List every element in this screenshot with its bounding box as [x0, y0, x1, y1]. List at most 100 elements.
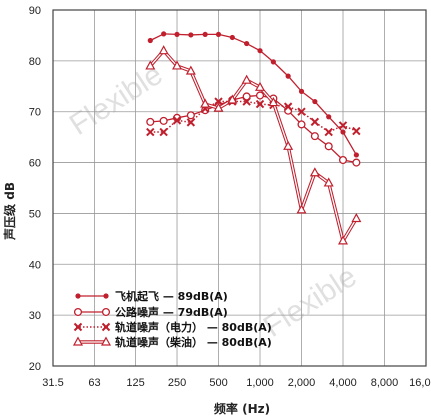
- data-point: [338, 121, 348, 130]
- data-point: [200, 98, 211, 108]
- data-point-dot: [285, 73, 291, 79]
- data-point-triangle: [351, 212, 362, 223]
- data-point: [255, 99, 265, 109]
- data-point: [159, 116, 168, 125]
- data-point-triangle: [200, 98, 211, 108]
- legend-label: 飞机起飞 — 89dB(A): [115, 289, 228, 303]
- data-point: [158, 45, 169, 55]
- data-point-circle: [338, 155, 348, 165]
- data-point-x-stroke: [338, 121, 348, 130]
- data-point-dot: [270, 59, 276, 65]
- data-point-triangle: [337, 235, 349, 245]
- data-point-triangle: [296, 204, 307, 214]
- x-tick-label: 4,000: [329, 377, 357, 389]
- data-point: [145, 60, 156, 70]
- data-point-circle: [101, 307, 111, 317]
- data-point: [188, 32, 194, 38]
- data-point: [352, 158, 361, 167]
- legend-item: 轨道噪声（电力） — 80dB(A): [73, 320, 272, 334]
- data-point-x-stroke: [172, 116, 182, 125]
- data-point-x-stroke: [297, 107, 306, 116]
- data-point: [101, 307, 111, 317]
- data-point-dot: [298, 88, 305, 94]
- y-tick-label: 80: [29, 56, 41, 68]
- data-point: [100, 336, 112, 346]
- data-point: [174, 31, 180, 38]
- data-point: [326, 114, 332, 120]
- data-point-dot: [75, 293, 81, 299]
- data-point-dot: [353, 152, 359, 158]
- data-point-circle: [324, 142, 333, 151]
- data-point: [268, 97, 279, 107]
- x-tick-label: 2,000: [288, 377, 316, 389]
- data-point: [353, 152, 359, 158]
- data-point-triangle: [145, 60, 156, 70]
- data-point: [270, 59, 276, 65]
- data-point: [147, 37, 153, 44]
- data-point: [101, 322, 111, 332]
- y-tick-label: 70: [29, 107, 41, 119]
- data-point: [186, 111, 195, 120]
- data-point: [241, 74, 252, 84]
- data-point-triangle: [283, 140, 294, 150]
- data-point: [337, 235, 349, 245]
- data-point: [340, 129, 346, 135]
- x-tick-label: 500: [209, 377, 227, 389]
- x-tick-label: 16,000: [409, 377, 431, 389]
- data-point: [352, 126, 361, 136]
- data-point-x-stroke: [146, 127, 155, 137]
- x-tick-label: 1,000: [246, 377, 274, 389]
- x-tick-label: 250: [168, 377, 186, 389]
- series-line: [150, 100, 357, 133]
- data-point-dot: [229, 34, 235, 41]
- data-point: [283, 102, 293, 111]
- data-point-triangle: [213, 102, 224, 112]
- data-point: [146, 117, 155, 126]
- data-point: [242, 92, 251, 101]
- data-point-triangle: [172, 60, 183, 70]
- data-point: [244, 40, 250, 47]
- series-line-inner: [149, 50, 357, 242]
- data-point-dot: [215, 31, 222, 38]
- data-point: [323, 177, 334, 187]
- data-point-circle: [73, 307, 83, 317]
- data-point-x-stroke: [352, 126, 361, 136]
- data-point-circle: [159, 116, 168, 125]
- data-point: [338, 155, 348, 165]
- data-point-triangle: [185, 65, 196, 75]
- data-point: [255, 91, 265, 100]
- data-point-triangle: [323, 177, 334, 187]
- y-axis-title: 声压级 dB: [2, 182, 17, 241]
- data-point: [159, 127, 168, 137]
- data-point: [285, 73, 291, 79]
- data-point-triangle: [241, 74, 252, 84]
- series-line: [150, 94, 357, 164]
- data-point: [254, 81, 266, 91]
- legend-label: 公路噪声 — 79dB(A): [115, 305, 228, 319]
- data-point-triangle: [227, 94, 238, 104]
- data-point: [310, 117, 320, 127]
- tick-labels: 31.5 63 125 250 500 1,000 2,000 4,000 8,000 16,00…: [29, 5, 431, 389]
- x-tick-label: 31.5: [42, 377, 63, 389]
- data-point: [172, 116, 182, 125]
- data-point: [75, 293, 81, 299]
- data-point-dot: [147, 37, 153, 44]
- series-layer: [145, 31, 362, 245]
- data-point: [283, 140, 294, 150]
- data-point: [215, 31, 222, 38]
- data-point-x-stroke: [186, 118, 196, 127]
- data-point: [324, 142, 333, 151]
- x-tick-label: 63: [88, 377, 100, 389]
- data-point: [351, 212, 362, 223]
- data-point-x-stroke: [73, 322, 83, 332]
- data-point: [227, 94, 238, 104]
- x-axis-title: 频率 (Hz): [214, 401, 270, 416]
- data-point-x-stroke: [101, 322, 111, 332]
- data-point: [242, 97, 251, 106]
- data-point-triangle: [254, 81, 266, 91]
- data-point: [186, 118, 196, 127]
- legend: 飞机起飞 — 89dB(A) 公路噪声 — 79dB(A)轨道噪声（电力） — 8…: [72, 289, 272, 349]
- data-point-dot: [257, 48, 263, 54]
- legend-item: 飞机起飞 — 89dB(A): [75, 289, 228, 303]
- data-point-dot: [161, 31, 167, 37]
